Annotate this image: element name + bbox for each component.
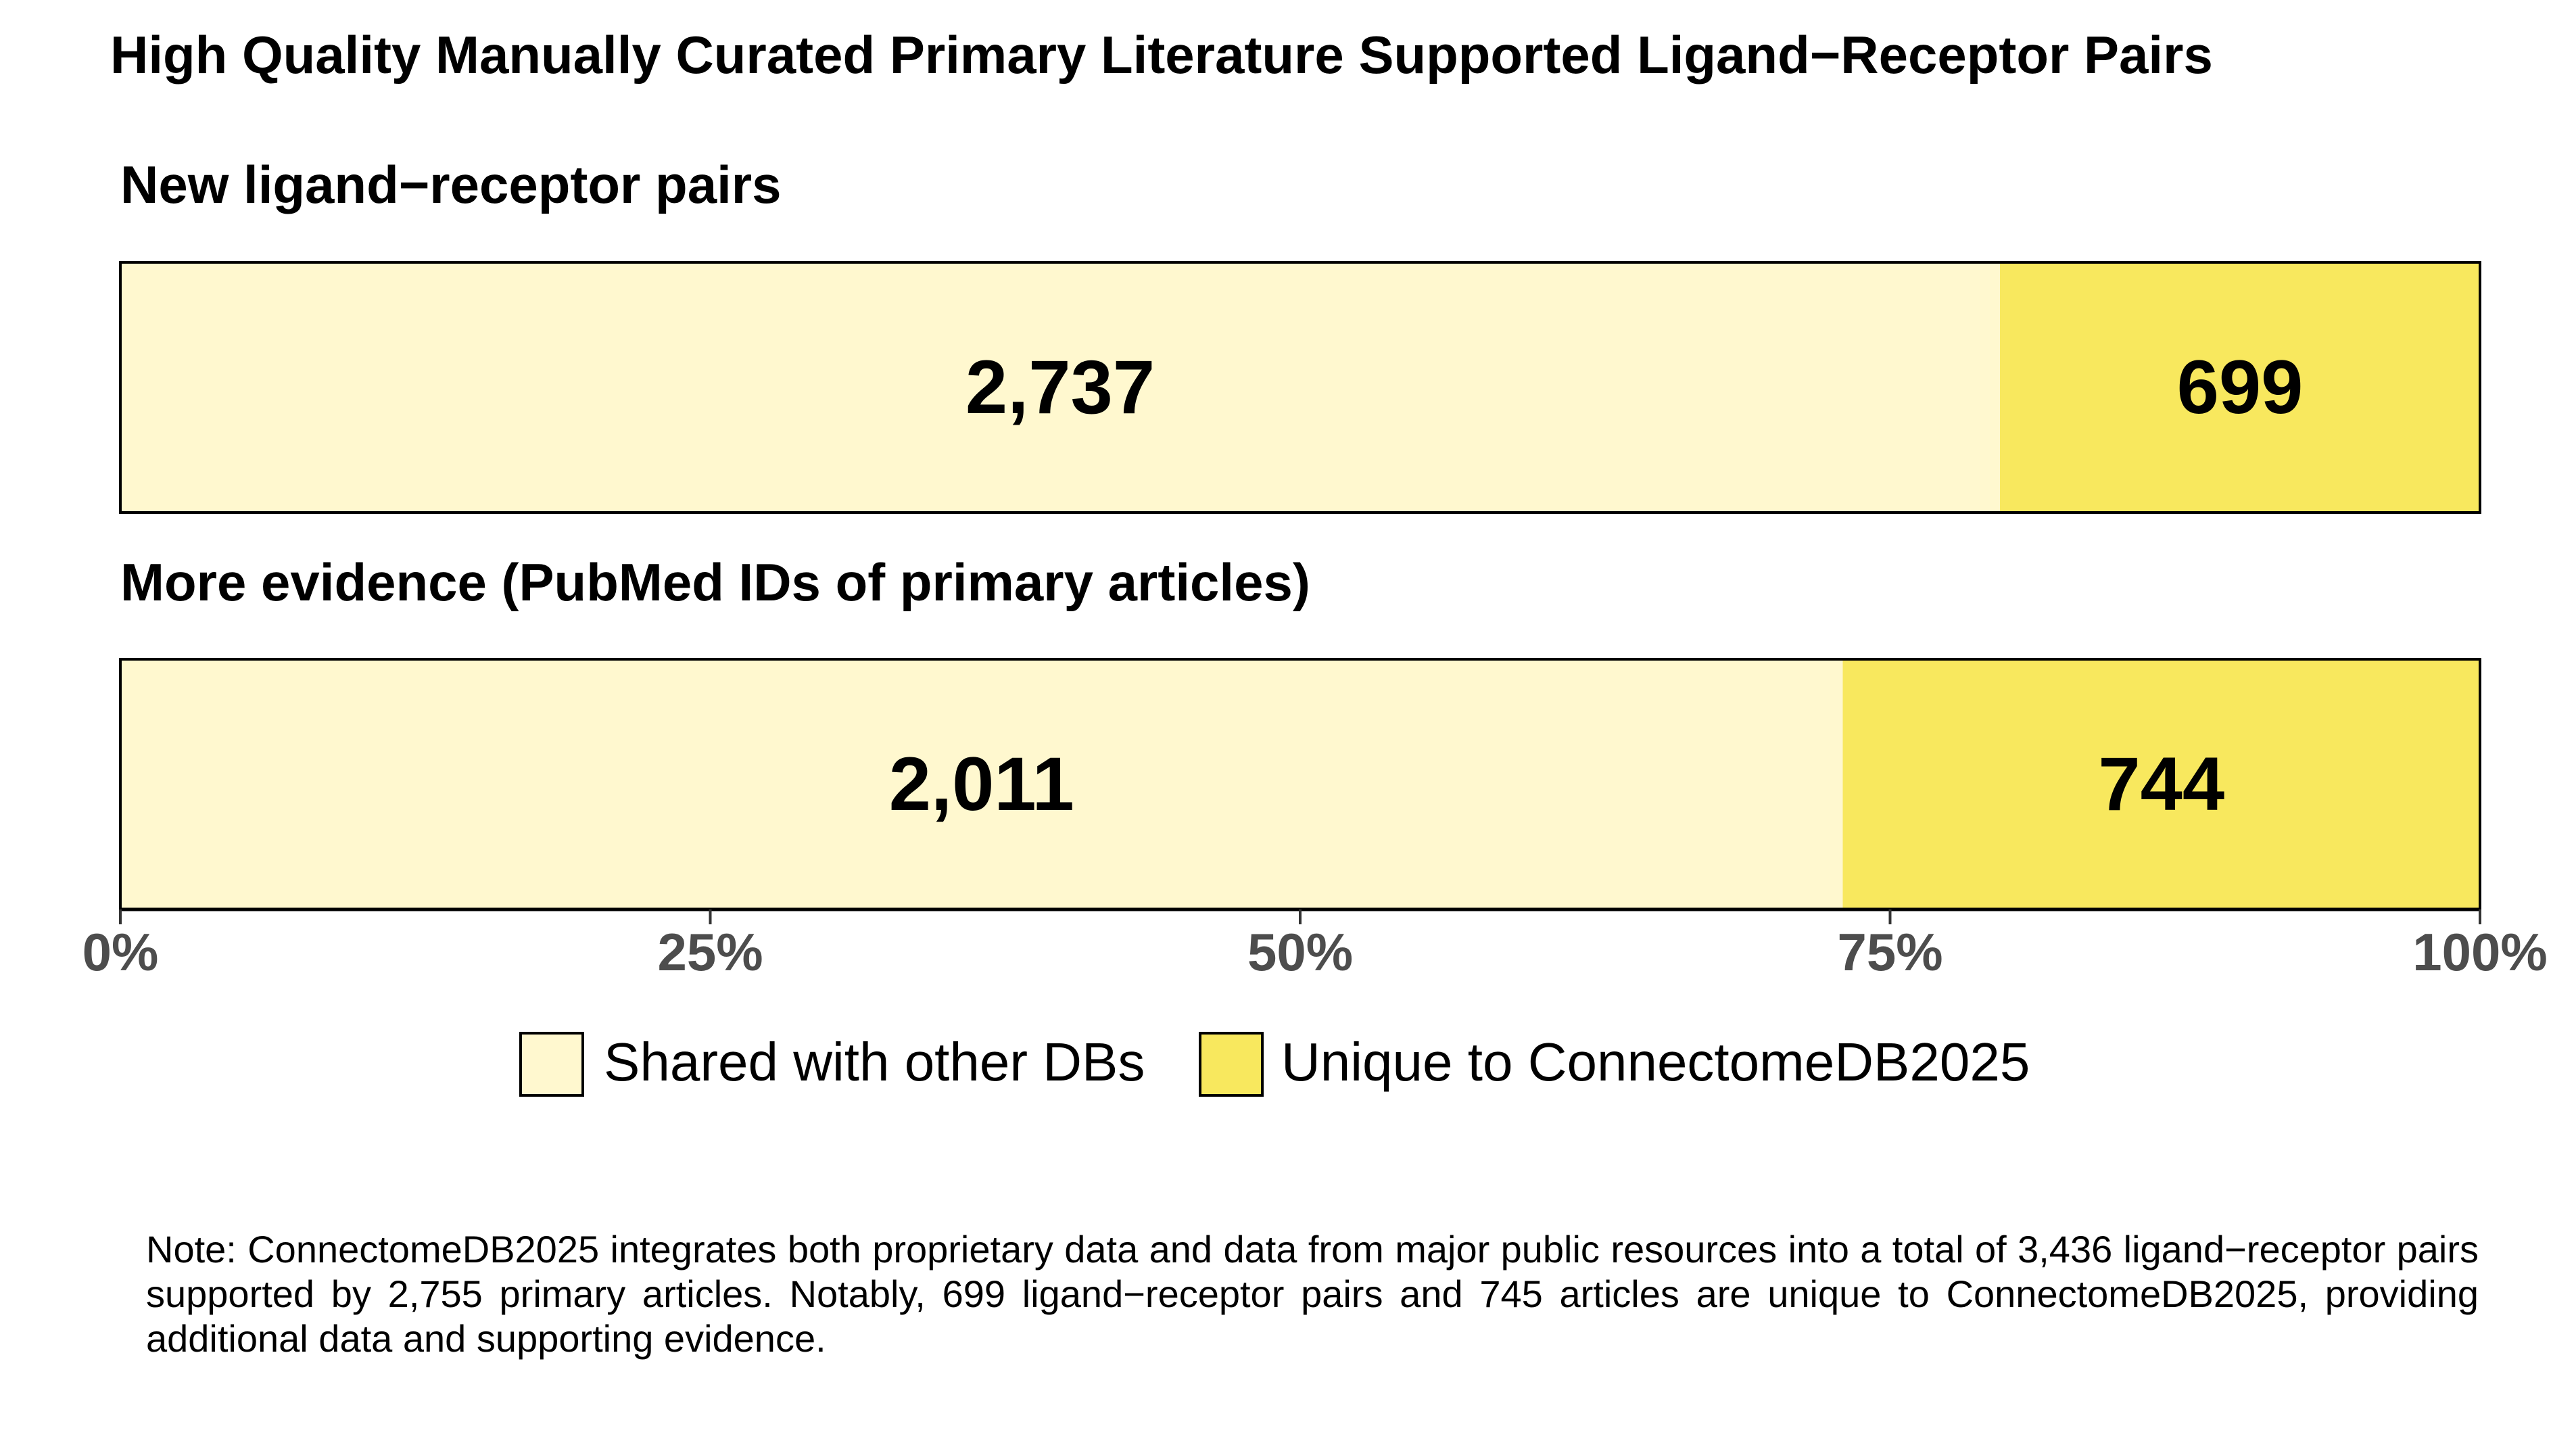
footnote: Note: ConnectomeDB2025 integrates both p… <box>146 1228 2479 1360</box>
panel-label: New ligand−receptor pairs <box>120 155 781 214</box>
legend-swatch <box>1199 1032 1264 1097</box>
x-tick-label: 25% <box>657 922 763 982</box>
bar-shared-segment <box>120 659 1843 909</box>
x-tick-label: 75% <box>1837 922 1942 982</box>
bar-panels: New ligand−receptor pairs 2,737 699 More ev… <box>119 155 2481 911</box>
value-label-unique: 744 <box>2098 742 2224 826</box>
value-label-shared: 2,011 <box>889 742 1074 826</box>
bar-unique-segment <box>2000 262 2480 513</box>
x-tick-label: 100% <box>2412 922 2548 982</box>
bar-frame <box>119 261 2481 514</box>
x-tick-label: 0% <box>82 922 159 982</box>
legend-swatch <box>519 1032 584 1097</box>
bar-unique-segment <box>1842 659 2480 909</box>
legend-label: Shared with other DBs <box>604 1032 1145 1092</box>
value-label-shared: 2,737 <box>965 345 1155 429</box>
value-label-unique: 699 <box>2177 345 2304 429</box>
x-axis: 0% 25% 50% 75% 100% <box>82 907 2548 982</box>
panel-label: More evidence (PubMed IDs of primary art… <box>120 552 1310 612</box>
legend: Shared with other DBs Unique to Connectom… <box>519 1032 2030 1097</box>
legend-label: Unique to ConnectomeDB2025 <box>1281 1032 2030 1092</box>
bar-shared-segment <box>120 262 2001 513</box>
x-tick-label: 50% <box>1247 922 1353 982</box>
chart-title: High Quality Manually Curated Primary Li… <box>110 25 2213 85</box>
